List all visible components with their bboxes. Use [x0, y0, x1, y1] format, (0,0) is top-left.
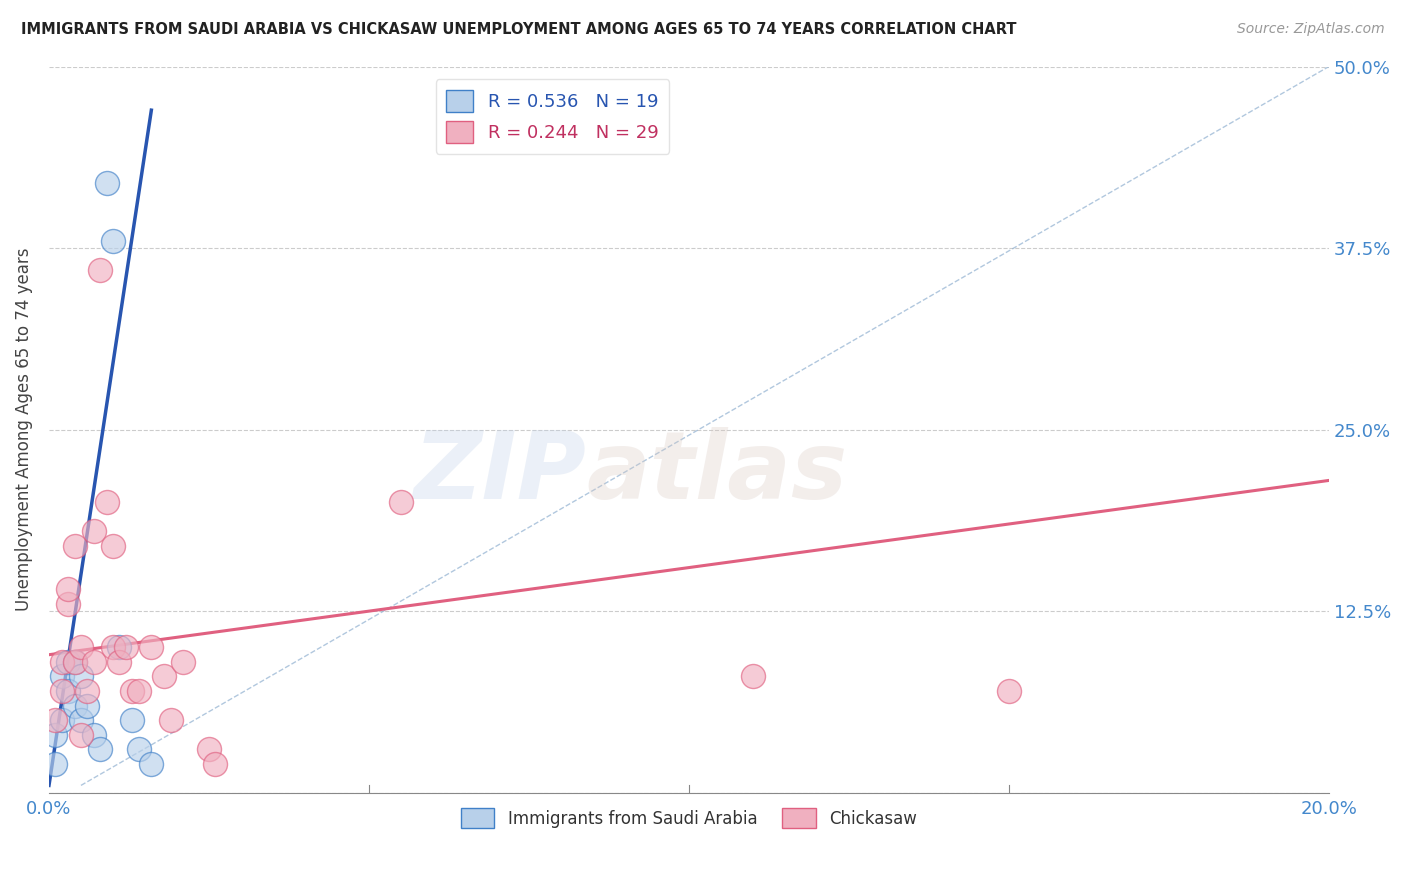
Point: [63, 539, 86, 553]
Point: [83, 655, 105, 669]
Point: [70, 669, 93, 683]
Point: [141, 756, 163, 771]
Point: [51, 684, 73, 698]
Point: [56, 684, 79, 698]
Point: [70, 640, 93, 655]
Point: [51, 655, 73, 669]
Text: IMMIGRANTS FROM SAUDI ARABIA VS CHICKASAW UNEMPLOYMENT AMONG AGES 65 TO 74 YEARS: IMMIGRANTS FROM SAUDI ARABIA VS CHICKASA…: [21, 22, 1017, 37]
Point: [108, 655, 131, 669]
Point: [76, 684, 98, 698]
Point: [101, 640, 124, 655]
Point: [44, 713, 66, 727]
Point: [159, 713, 181, 727]
Point: [44, 756, 66, 771]
Point: [101, 539, 124, 553]
Point: [121, 684, 143, 698]
Point: [998, 684, 1021, 698]
Point: [101, 234, 124, 248]
Point: [56, 655, 79, 669]
Legend: Immigrants from Saudi Arabia, Chickasaw: Immigrants from Saudi Arabia, Chickasaw: [454, 802, 924, 835]
Point: [70, 728, 93, 742]
Point: [172, 655, 194, 669]
Text: ZIP: ZIP: [413, 427, 586, 519]
Point: [83, 728, 105, 742]
Point: [121, 713, 143, 727]
Point: [51, 713, 73, 727]
Point: [89, 263, 111, 277]
Point: [63, 698, 86, 713]
Text: atlas: atlas: [586, 427, 848, 519]
Point: [141, 640, 163, 655]
Point: [204, 756, 226, 771]
Point: [63, 655, 86, 669]
Point: [76, 698, 98, 713]
Point: [44, 728, 66, 742]
Point: [741, 669, 763, 683]
Text: Source: ZipAtlas.com: Source: ZipAtlas.com: [1237, 22, 1385, 37]
Point: [114, 640, 136, 655]
Point: [56, 582, 79, 597]
Point: [108, 640, 131, 655]
Point: [198, 742, 221, 756]
Point: [96, 176, 118, 190]
Point: [128, 742, 150, 756]
Point: [51, 669, 73, 683]
Point: [83, 524, 105, 539]
Point: [96, 495, 118, 509]
Point: [153, 669, 176, 683]
Point: [63, 655, 86, 669]
Y-axis label: Unemployment Among Ages 65 to 74 years: Unemployment Among Ages 65 to 74 years: [15, 248, 32, 611]
Point: [70, 713, 93, 727]
Point: [389, 495, 412, 509]
Point: [128, 684, 150, 698]
Point: [56, 597, 79, 611]
Point: [89, 742, 111, 756]
